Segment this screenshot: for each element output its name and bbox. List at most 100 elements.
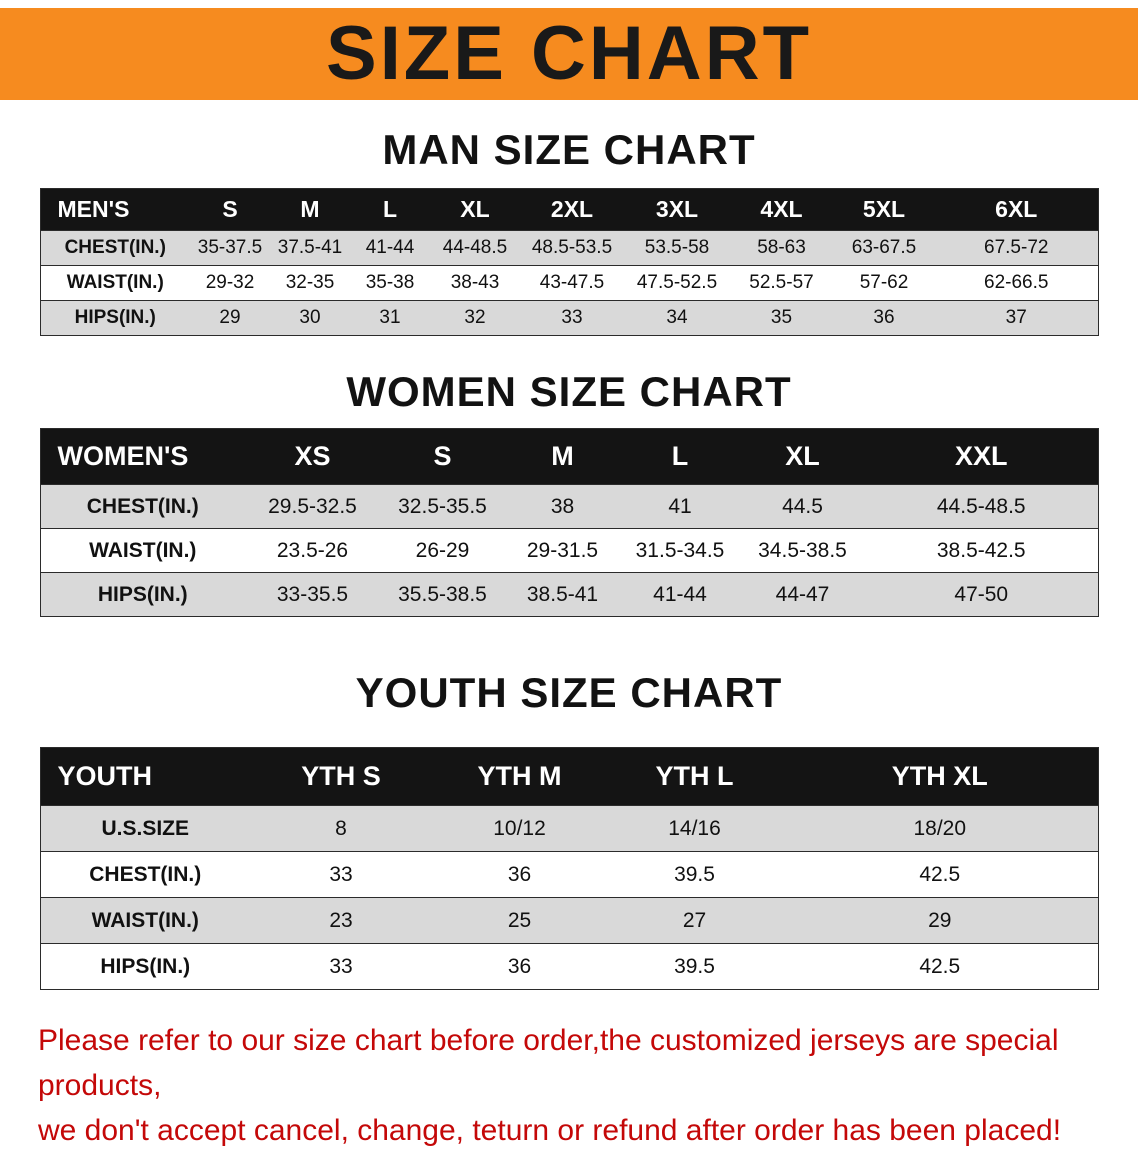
size-value: 33 <box>250 943 432 990</box>
size-value: 8 <box>250 805 432 852</box>
size-value: 48.5-53.5 <box>520 230 624 266</box>
size-value: 39.5 <box>607 851 782 898</box>
size-value: 25 <box>432 897 607 944</box>
table-row: WAIST(IN.) 23.5-26 26-29 29-31.5 31.5-34… <box>40 528 1098 573</box>
size-value: 44.5 <box>740 484 865 529</box>
size-value: 30 <box>270 300 350 336</box>
column-header: 2XL <box>520 188 624 231</box>
size-value: 63-67.5 <box>833 230 935 266</box>
size-value: 23 <box>250 897 432 944</box>
size-value: 35-37.5 <box>190 230 270 266</box>
column-header: L <box>620 428 740 485</box>
table-row: WAIST(IN.) 23 25 27 29 <box>40 897 1098 944</box>
column-header: YTH XL <box>782 747 1098 806</box>
row-label: WAIST(IN.) <box>40 265 190 301</box>
column-header: WOMEN'S <box>40 428 245 485</box>
column-header: XS <box>245 428 380 485</box>
women-size-table: WOMEN'S XS S M L XL XXL CHEST(IN.) 29.5-… <box>39 428 1099 617</box>
table-header-row: MEN'S S M L XL 2XL 3XL 4XL 5XL 6XL <box>40 188 1098 231</box>
row-label: WAIST(IN.) <box>40 528 245 573</box>
size-value: 35-38 <box>350 265 430 301</box>
column-header: M <box>270 188 350 231</box>
size-value: 41 <box>620 484 740 529</box>
column-header: L <box>350 188 430 231</box>
size-value: 10/12 <box>432 805 607 852</box>
page-title: SIZE CHART <box>326 11 812 96</box>
column-header: S <box>380 428 505 485</box>
size-value: 36 <box>833 300 935 336</box>
disclaimer-note: Please refer to our size chart before or… <box>38 1018 1100 1153</box>
size-value: 58-63 <box>730 230 833 266</box>
size-value: 29-31.5 <box>505 528 620 573</box>
size-chart-banner: SIZE CHART <box>0 8 1138 100</box>
table-header-row: WOMEN'S XS S M L XL XXL <box>40 428 1098 485</box>
column-header: XXL <box>865 428 1098 485</box>
column-header: XL <box>430 188 520 231</box>
size-value: 32-35 <box>270 265 350 301</box>
size-value: 67.5-72 <box>935 230 1098 266</box>
youth-size-table: YOUTH YTH S YTH M YTH L YTH XL U.S.SIZE … <box>39 747 1099 990</box>
row-label: CHEST(IN.) <box>40 230 190 266</box>
size-value: 38-43 <box>430 265 520 301</box>
size-value: 47.5-52.5 <box>624 265 730 301</box>
size-value: 53.5-58 <box>624 230 730 266</box>
size-value: 38 <box>505 484 620 529</box>
column-header: YOUTH <box>40 747 250 806</box>
row-label: HIPS(IN.) <box>40 300 190 336</box>
disclaimer-line: we don't accept cancel, change, teturn o… <box>38 1114 1062 1147</box>
size-value: 32 <box>430 300 520 336</box>
youth-section-heading: YOUTH SIZE CHART <box>355 669 783 716</box>
size-value: 34.5-38.5 <box>740 528 865 573</box>
table-row: U.S.SIZE 8 10/12 14/16 18/20 <box>40 805 1098 852</box>
column-header: 3XL <box>624 188 730 231</box>
column-header: XL <box>740 428 865 485</box>
size-value: 41-44 <box>350 230 430 266</box>
size-value: 26-29 <box>380 528 505 573</box>
size-value: 62-66.5 <box>935 265 1098 301</box>
size-value: 41-44 <box>620 572 740 617</box>
size-value: 35 <box>730 300 833 336</box>
size-value: 32.5-35.5 <box>380 484 505 529</box>
size-value: 31.5-34.5 <box>620 528 740 573</box>
column-header: S <box>190 188 270 231</box>
column-header: MEN'S <box>40 188 190 231</box>
table-row: WAIST(IN.) 29-32 32-35 35-38 38-43 43-47… <box>40 265 1098 301</box>
size-value: 33 <box>250 851 432 898</box>
size-value: 27 <box>607 897 782 944</box>
size-value: 36 <box>432 943 607 990</box>
size-value: 33 <box>520 300 624 336</box>
row-label: HIPS(IN.) <box>40 943 250 990</box>
column-header: 6XL <box>935 188 1098 231</box>
size-value: 44-48.5 <box>430 230 520 266</box>
column-header: M <box>505 428 620 485</box>
size-value: 29-32 <box>190 265 270 301</box>
row-label: U.S.SIZE <box>40 805 250 852</box>
size-value: 38.5-41 <box>505 572 620 617</box>
table-row: CHEST(IN.) 29.5-32.5 32.5-35.5 38 41 44.… <box>40 484 1098 529</box>
column-header: YTH L <box>607 747 782 806</box>
size-value: 29.5-32.5 <box>245 484 380 529</box>
row-label: WAIST(IN.) <box>40 897 250 944</box>
row-label: CHEST(IN.) <box>40 484 245 529</box>
size-value: 38.5-42.5 <box>865 528 1098 573</box>
column-header: YTH S <box>250 747 432 806</box>
size-value: 23.5-26 <box>245 528 380 573</box>
table-row: HIPS(IN.) 33 36 39.5 42.5 <box>40 943 1098 990</box>
size-value: 35.5-38.5 <box>380 572 505 617</box>
size-value: 34 <box>624 300 730 336</box>
row-label: HIPS(IN.) <box>40 572 245 617</box>
size-value: 29 <box>782 897 1098 944</box>
column-header: 4XL <box>730 188 833 231</box>
disclaimer-line: Please refer to our size chart before or… <box>38 1024 1059 1102</box>
table-row: HIPS(IN.) 29 30 31 32 33 34 35 36 37 <box>40 300 1098 336</box>
size-value: 42.5 <box>782 851 1098 898</box>
size-value: 31 <box>350 300 430 336</box>
column-header: YTH M <box>432 747 607 806</box>
size-value: 57-62 <box>833 265 935 301</box>
table-row: HIPS(IN.) 33-35.5 35.5-38.5 38.5-41 41-4… <box>40 572 1098 617</box>
women-section-heading: WOMEN SIZE CHART <box>346 368 792 415</box>
size-value: 33-35.5 <box>245 572 380 617</box>
column-header: 5XL <box>833 188 935 231</box>
size-value: 37.5-41 <box>270 230 350 266</box>
size-value: 47-50 <box>865 572 1098 617</box>
